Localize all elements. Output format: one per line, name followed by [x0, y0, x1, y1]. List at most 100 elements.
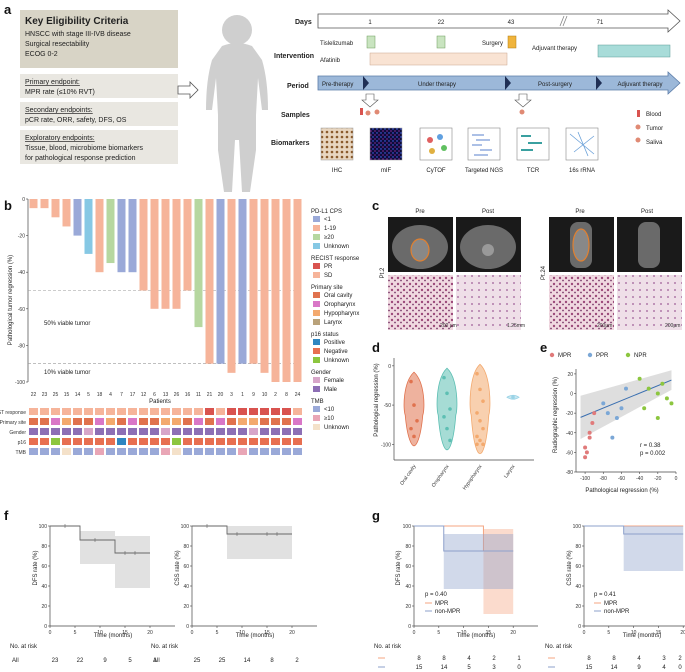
track-cell: [128, 408, 137, 415]
track-cell: [128, 428, 137, 435]
legend-label: PR: [324, 264, 333, 270]
legend-label-mpr: MPR: [435, 601, 449, 607]
waterfall-bar: [51, 199, 60, 218]
track-cell: [183, 428, 192, 435]
track-cell: [260, 428, 269, 435]
patient-id-label: 9: [252, 392, 255, 398]
x-tick-label: -40: [636, 476, 643, 482]
y-tick-label: 20: [405, 604, 411, 610]
track-cell: [62, 438, 71, 445]
x-tick-label: 0: [49, 630, 52, 636]
waterfall-axes: 0 -20 -40 -60 -80 -100: [15, 197, 303, 386]
patient-id-label: 20: [218, 392, 224, 398]
tcr-image: [516, 127, 550, 161]
day-tick: 71: [597, 20, 604, 26]
track-cell: [249, 408, 258, 415]
track-cell: [128, 448, 137, 455]
patient-id-label: 13: [163, 392, 169, 398]
track-cell: [51, 428, 60, 435]
legend-label: SD: [324, 273, 333, 279]
risk-count: 0: [517, 665, 521, 671]
track-label: Primary site: [0, 420, 26, 426]
saliva-icon: [635, 137, 641, 143]
patient-id-label: 10: [262, 392, 268, 398]
surgery-block: [507, 35, 517, 49]
risk-count: 15: [416, 665, 423, 671]
secondary-endpoint-box: [20, 102, 178, 126]
track-cell: [271, 438, 280, 445]
track-cell: [205, 438, 214, 445]
risk-count: 5: [128, 658, 132, 664]
patient-id-label: 5: [87, 392, 90, 398]
track-cell: [216, 448, 225, 455]
y-tick-label: 0: [578, 624, 581, 630]
track-cell: [95, 428, 104, 435]
ihc-image: [320, 127, 354, 161]
patient-label: Pt.2: [380, 267, 386, 278]
patient-id-label: 17: [130, 392, 136, 398]
risk-count: 4: [467, 656, 471, 662]
panel-label-d: d: [372, 340, 380, 355]
y-tick-label: 20: [183, 604, 189, 610]
criteria-item: Surgical resectability: [25, 41, 90, 48]
risk-count: 25: [219, 658, 226, 664]
surgery-label: Surgery: [482, 41, 503, 47]
confidence-band: [580, 370, 672, 439]
violin-point: [478, 387, 482, 392]
row-label-days: Days: [295, 19, 312, 26]
scatter-point: [619, 406, 624, 411]
waterfall-bar: [172, 199, 181, 309]
violin-point: [442, 415, 446, 419]
survival-curve: [414, 525, 514, 552]
down-arrow-icon: [361, 93, 379, 108]
track-cell: [271, 408, 280, 415]
risk-count: 14: [611, 665, 618, 671]
legend-label: Oropharynx: [324, 302, 355, 308]
legend-swatch: [625, 352, 631, 358]
violin-point: [442, 375, 446, 380]
track-cell: [73, 418, 82, 425]
risk-count: 8: [417, 656, 421, 662]
violin-point: [481, 442, 485, 447]
track-cell: [73, 448, 82, 455]
y-tick-label: 20: [567, 372, 573, 378]
track-cell: [84, 438, 93, 445]
dfs-xlabel: Time (months): [457, 633, 495, 639]
criteria-box: [20, 10, 178, 68]
track-cell: [139, 428, 148, 435]
patient-id-label: 2: [274, 392, 277, 398]
violin-point: [481, 399, 485, 403]
column-label-pre: Pre: [575, 209, 585, 215]
track-cell: [238, 438, 247, 445]
track-cell: [29, 448, 38, 455]
y-tick-label: 0: [22, 197, 25, 203]
y-tick-label: -20: [18, 234, 25, 240]
track-cell: [271, 428, 280, 435]
violin-point: [475, 371, 479, 376]
track-cell: [183, 438, 192, 445]
patient-id-label: 8: [285, 392, 288, 398]
track-cell: [62, 408, 71, 415]
x-tick-label: 20: [510, 630, 516, 636]
waterfall-bar: [106, 199, 115, 264]
scatter-point: [590, 420, 595, 425]
tislelizumab-dose: [436, 35, 446, 49]
legend-swatch: [313, 234, 320, 240]
track-cell: [128, 438, 137, 445]
track-label: TMB: [15, 450, 26, 456]
track-cell: [227, 428, 236, 435]
track-cell: [139, 408, 148, 415]
patient-id-label: 18: [97, 392, 103, 398]
legend-swatch: [313, 292, 320, 298]
scatter-point: [601, 401, 606, 406]
track-cell: [238, 428, 247, 435]
track-cell: [106, 408, 115, 415]
track-cell: [40, 408, 49, 415]
exploratory-endpoint: for pathological response prediction: [25, 155, 136, 162]
legend-title: Gender: [311, 370, 331, 376]
risk-table: 23 22 9 5 1 25 25 14 8 2: [52, 658, 300, 664]
primary-endpoint: MPR rate (≤10% RVT): [25, 89, 95, 96]
biomarker-label: 16s rRNA: [569, 168, 595, 174]
x-tick-label: 5: [437, 630, 440, 636]
